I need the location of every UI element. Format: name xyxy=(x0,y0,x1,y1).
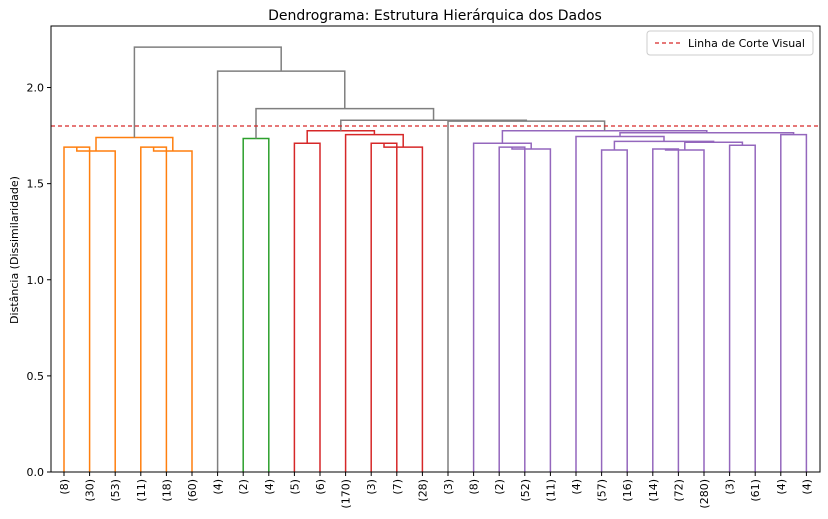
plot-frame xyxy=(50,25,821,473)
leaf-label-28: (4) xyxy=(775,479,788,495)
leaf-label-2: (53) xyxy=(109,479,122,502)
legend: Linha de Corte Visual xyxy=(646,30,814,56)
leaf-label-23: (14) xyxy=(647,479,660,502)
leaf-label-1: (30) xyxy=(84,479,97,502)
leaf-label-10: (6) xyxy=(314,479,327,495)
leaf-label-15: (3) xyxy=(442,479,455,495)
tick-layer: 0.0 0.5 1.0 1.5 2.0 (8) (30) (53) (11) (18) (60) (4… xyxy=(27,82,814,509)
leaf-label-6: (4) xyxy=(212,479,225,495)
legend-label-cut: Linha de Corte Visual xyxy=(688,37,805,50)
leaf-label-20: (4) xyxy=(570,479,583,495)
y-tick-label-4: 2.0 xyxy=(27,82,45,95)
legend-box xyxy=(646,30,814,56)
leaf-label-19: (11) xyxy=(544,479,557,502)
leaf-label-29: (4) xyxy=(800,479,813,495)
leaf-label-24: (72) xyxy=(672,479,685,502)
leaf-label-4: (18) xyxy=(160,479,173,502)
leaf-label-9: (5) xyxy=(288,479,301,495)
leaf-label-17: (2) xyxy=(493,479,506,495)
dendrogram-link-28 xyxy=(133,46,282,138)
axes xyxy=(50,25,821,473)
leaf-label-26: (3) xyxy=(724,479,737,495)
leaf-label-13: (7) xyxy=(391,479,404,495)
leaf-label-22: (16) xyxy=(621,479,634,502)
leaf-label-7: (2) xyxy=(237,479,250,495)
chart-title: Dendrograma: Estrutura Hierárquica dos D… xyxy=(268,8,602,24)
leaf-label-25: (280) xyxy=(698,479,711,509)
y-tick-label-2: 1.0 xyxy=(27,274,45,287)
leaf-label-8: (4) xyxy=(263,479,276,495)
leaf-label-27: (61) xyxy=(749,479,762,502)
y-tick-label-3: 1.5 xyxy=(27,178,45,191)
y-axis-label: Distância (Dissimilaridade) xyxy=(8,176,21,324)
leaf-label-16: (8) xyxy=(468,479,481,495)
leaf-label-14: (28) xyxy=(416,479,429,502)
leaf-label-11: (170) xyxy=(340,479,353,509)
leaf-label-3: (11) xyxy=(135,479,148,502)
dendrogram-links xyxy=(63,46,808,472)
leaf-label-0: (8) xyxy=(58,479,71,495)
y-tick-label-1: 0.5 xyxy=(27,370,45,383)
leaf-label-5: (60) xyxy=(186,479,199,502)
y-tick-label-0: 0.0 xyxy=(27,466,45,479)
leaf-label-18: (52) xyxy=(519,479,532,502)
leaf-label-21: (57) xyxy=(596,479,609,502)
leaf-label-12: (3) xyxy=(365,479,378,495)
